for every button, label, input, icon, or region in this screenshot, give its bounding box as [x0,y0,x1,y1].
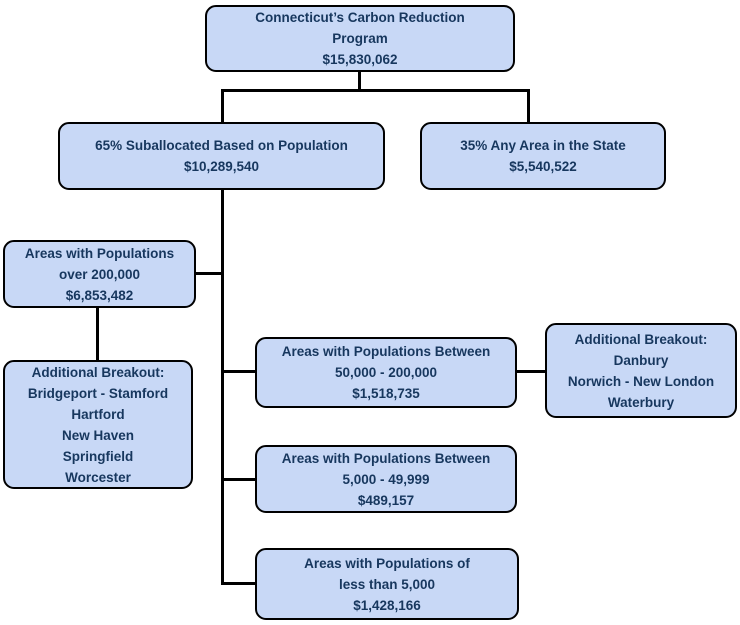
node-breakout-50k-200k: Additional Breakout: Danbury Norwich - N… [545,323,737,418]
connector-between-5k-50k [223,478,256,481]
connector-drop-to-65 [221,89,224,122]
connector-drop-to-35 [527,89,530,122]
node-program-total: Connecticut’s Carbon Reduction Program $… [205,5,515,72]
node-less-than-5k: Areas with Populations of less than 5,00… [255,548,519,620]
node-suballocated-65: 65% Suballocated Based on Population $10… [58,122,385,190]
connector-less-than-5k [223,582,256,585]
node-between-50k-200k: Areas with Populations Between 50,000 - … [255,337,517,408]
node-between-5k-50k: Areas with Populations Between 5,000 - 4… [255,445,517,513]
connector-over-200k-breakout [96,307,99,361]
connector-trunk-65 [221,189,224,585]
connector-between-50k-200k [223,370,256,373]
node-any-area-35: 35% Any Area in the State $5,540,522 [420,122,666,190]
connector-over-200k [195,272,224,275]
connector-top-horizontal [221,89,530,92]
connector-root-stem [358,71,361,91]
node-over-200k: Areas with Populations over 200,000 $6,8… [3,240,196,308]
node-breakout-over-200k: Additional Breakout: Bridgeport - Stamfo… [3,360,193,489]
connector-50k-200k-breakout [516,370,546,373]
